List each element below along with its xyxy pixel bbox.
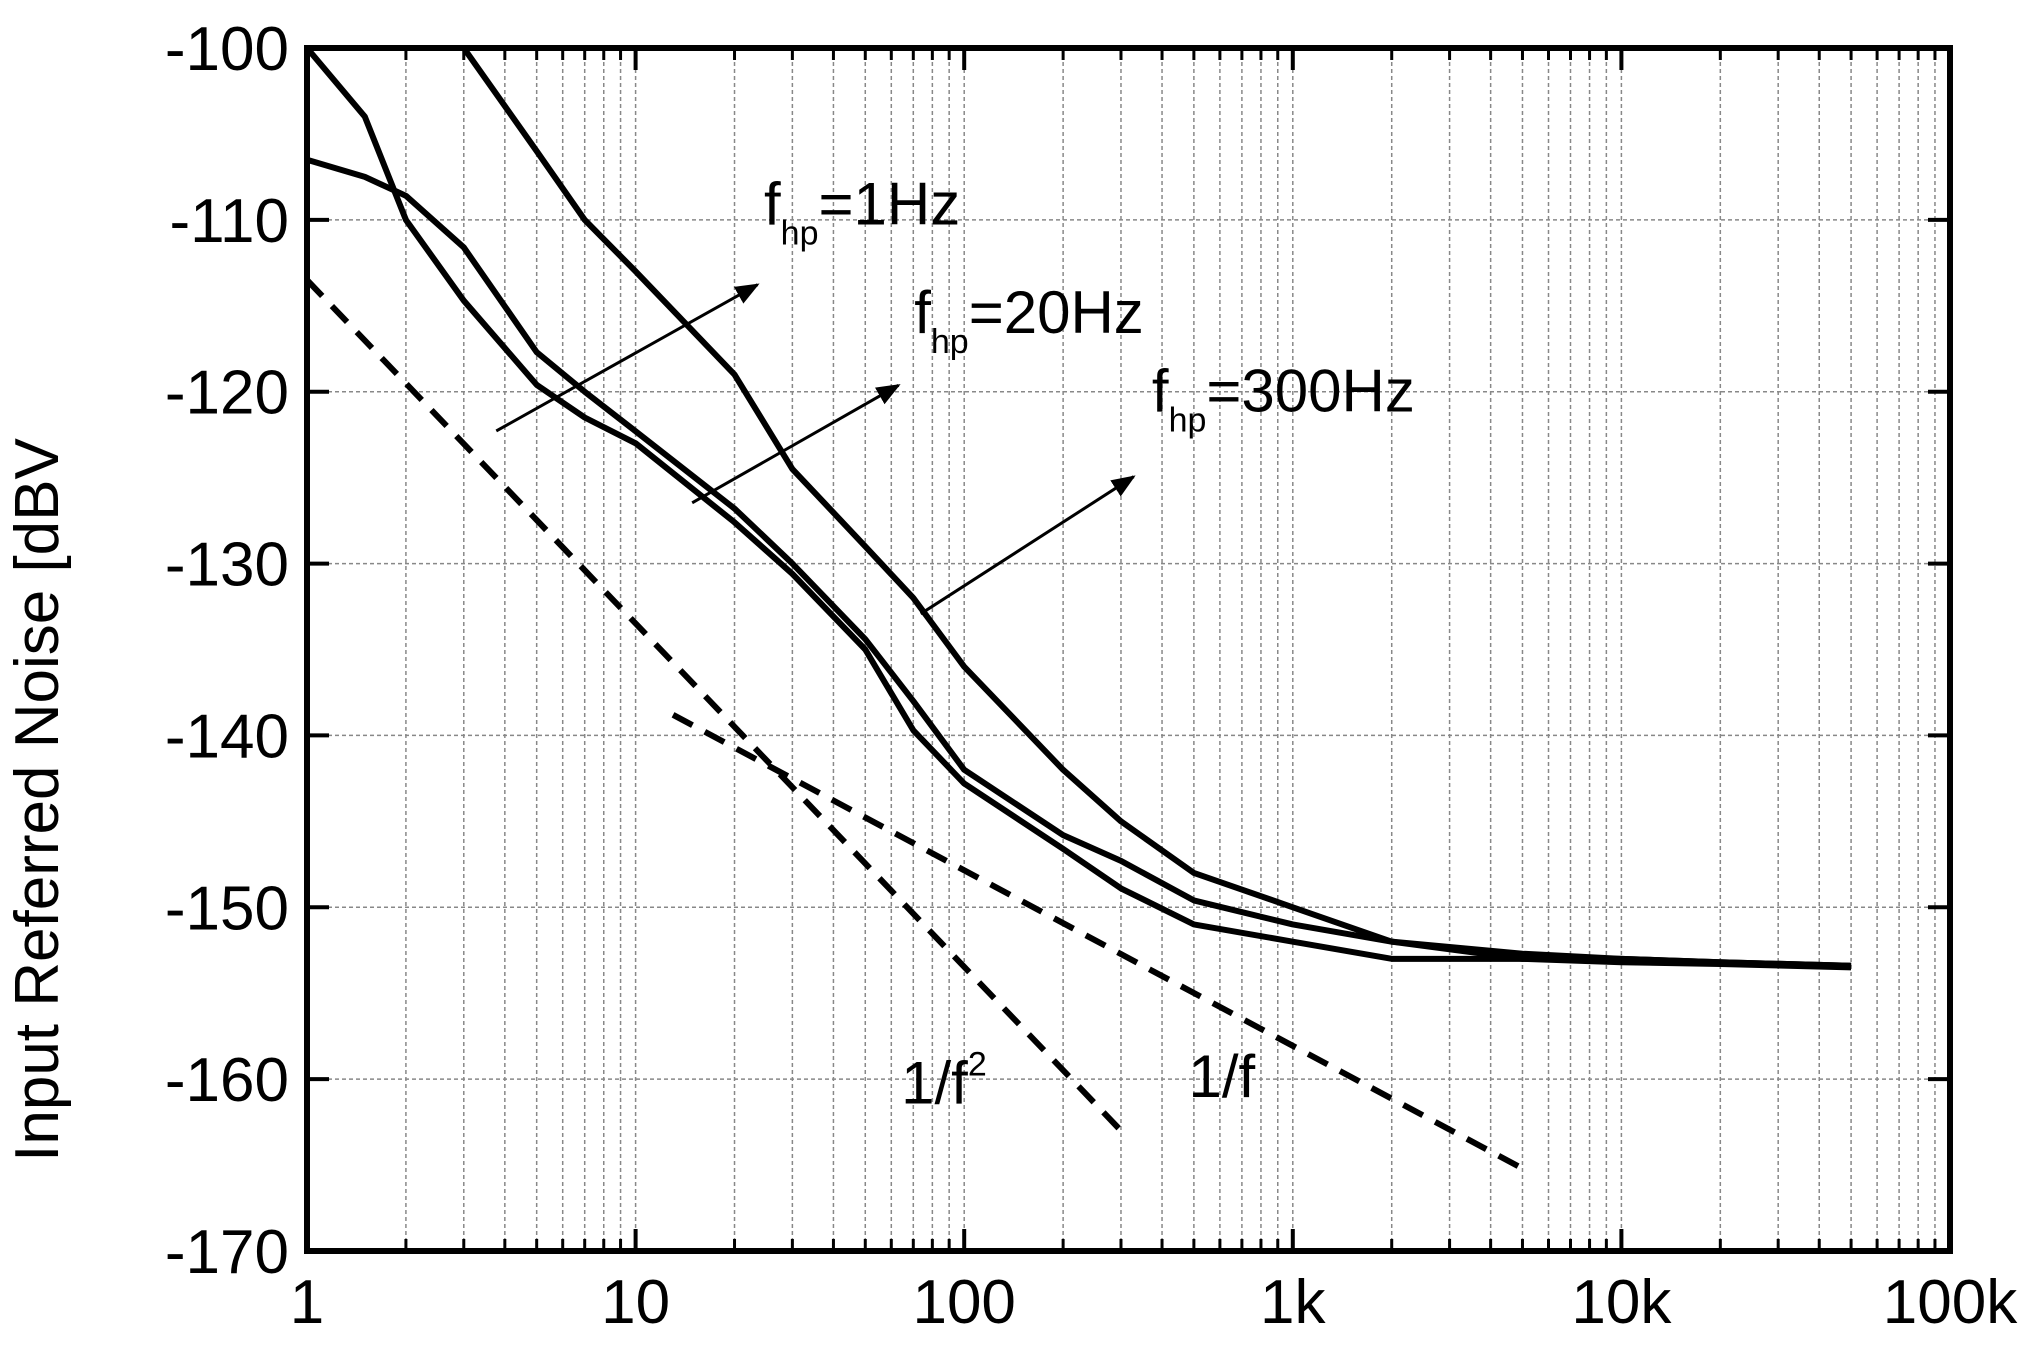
annotation-base: f [914,279,931,346]
y-tick-label: -120 [165,359,289,428]
annotation-base: f [764,171,781,238]
annotation-arrow [919,475,1136,616]
annotation-sub: hp [1169,401,1207,439]
annotation-label: fhp=20Hz [914,279,1144,361]
x-tick-label: 10k [1571,1268,1672,1337]
y-tick-label: -150 [165,874,289,943]
x-tick-label: 100 [912,1268,1015,1337]
annotation-arrow [691,383,901,505]
y-tick-label: -140 [165,702,289,771]
x-tick-label: 100k [1883,1268,2018,1337]
annotation-label: fhp=300Hz [1152,357,1415,439]
annotation-sub: hp [781,215,819,253]
slope-label: 1/f [1188,1043,1255,1110]
reference-line [307,277,1124,1133]
annotation-text: =1Hz [819,171,961,238]
x-tick-label: 1k [1260,1268,1326,1337]
annotation-text: =20Hz [969,279,1144,346]
y-tick-label: -130 [165,531,289,600]
annotation-text: =300Hz [1206,357,1414,424]
reference-line [671,712,1524,1172]
x-tick-label: 10 [601,1268,670,1337]
x-tick-label: 1 [290,1268,324,1337]
annotation-sub: hp [931,323,969,361]
slope-label: 1/f2 [901,1046,987,1117]
noise-line [307,156,1852,969]
slope-text: 1/f [1188,1043,1255,1110]
slope-sup: 2 [968,1046,987,1084]
annotation-label: fhp=1Hz [764,171,960,253]
noise-line [461,48,1852,969]
plot-area [307,48,1852,1172]
plot-frame [304,45,1953,1254]
y-tick-label: -170 [165,1218,289,1287]
y-tick-label: -160 [165,1046,289,1115]
y-axis-title: Input Referred Noise [dBV [3,437,72,1161]
y-tick-label: -100 [165,15,289,84]
annotation-base: f [1152,357,1169,424]
slope-text: 1/f [901,1050,968,1117]
y-tick-label: -110 [170,187,290,256]
annotation-arrow [495,283,760,433]
noise-line [307,48,1852,971]
